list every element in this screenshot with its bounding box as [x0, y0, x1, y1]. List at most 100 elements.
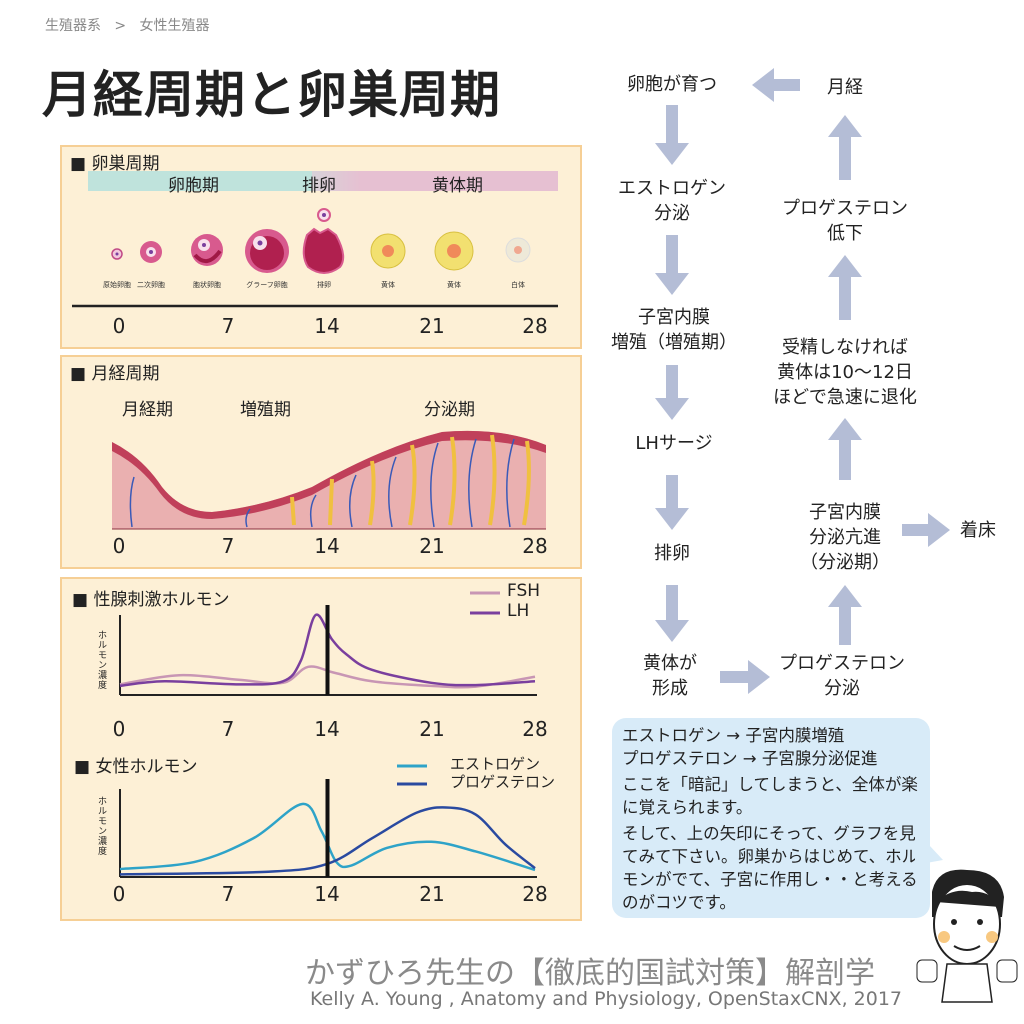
flow-arrow-icon [828, 585, 862, 645]
footer-credit: Kelly A. Young , Anatomy and Physiology,… [310, 988, 902, 1010]
menstrual-heading: ■ 月経周期 [70, 364, 160, 384]
tick-label: 14 [314, 314, 340, 338]
stage-label: 原始卵胞 [103, 281, 131, 289]
speech-bubble: エストロゲン → 子宮内膜増殖 プロゲステロン → 子宮腺分泌促進 ここを「暗記… [612, 718, 930, 918]
secondary-follicle-icon [140, 241, 162, 263]
ovarian-cycle-panel: ■ 卵巣周期 卵胞期 排卵 黄体期 原始卵胞 二次卵胞 胞状卵胞 グラーフ卵胞 … [60, 145, 582, 349]
series-line-0 [119, 802, 536, 872]
flow-menstruation: 月経 [827, 77, 863, 98]
flow-arrow-icon [655, 475, 689, 530]
tick-label: 14 [314, 534, 340, 558]
phase-secretory: 分泌期 [424, 400, 475, 420]
breadcrumb: 生殖器系 > 女性生殖器 [45, 15, 209, 35]
stage-label: 黄体 [447, 281, 461, 289]
chart1-ylabel: ホルモン濃度 [98, 631, 108, 691]
chart2-title: ■ 女性ホルモン [74, 757, 198, 777]
legend-fsh: FSH [507, 581, 541, 601]
tick-label: 0 [112, 314, 126, 338]
follicular-phase-bar [88, 171, 312, 191]
tick-label: 21 [419, 882, 445, 906]
phase-proliferative: 増殖期 [240, 400, 291, 420]
antral-follicle-icon [191, 234, 223, 266]
flow-arrow-icon [655, 235, 689, 295]
corpus-luteum-icon [370, 233, 406, 269]
phase-luteal: 黄体期 [432, 176, 483, 196]
tick-label: 0 [112, 534, 126, 558]
flow-arrow-icon [655, 105, 689, 165]
tick-label: 21 [419, 717, 445, 741]
flow-follicle-growth: 卵胞が育つ [627, 74, 717, 95]
flow-estrogen-secretion: エストロゲン 分泌 [618, 178, 726, 224]
flow-corpus-luteum-formation: 黄体が 形成 [643, 653, 697, 699]
bubble-line: エストロゲン → 子宮内膜増殖 [622, 726, 845, 745]
stage-label: 排卵 [317, 281, 331, 289]
chart2-ylabel: ホルモン濃度 [98, 797, 108, 857]
phase-follicular: 卵胞期 [168, 176, 219, 196]
bubble-paragraph: ここを「暗記」してしまうと、全体が楽に覚えられます。 [622, 775, 918, 817]
flow-arrow-icon [828, 255, 862, 320]
footer-brand: かずひろ先生の【徹底的国試対策】解剖学 [305, 956, 875, 991]
tick-label: 7 [221, 717, 235, 741]
tick-label: 28 [522, 534, 548, 558]
tick-label: 0 [112, 717, 126, 741]
phase-ovulation: 排卵 [302, 176, 336, 196]
flow-arrow-icon [655, 365, 689, 420]
stage-label: 胞状卵胞 [193, 281, 221, 289]
flow-endometrium-proliferation: 子宮内膜 増殖（増殖期） [611, 307, 737, 353]
menstrual-cycle-panel: ■ 月経周期 月経期 増殖期 分泌期 0 7 14 21 28 [60, 355, 582, 569]
flow-ovulation: 排卵 [654, 543, 690, 564]
follicle-stages-illustration [72, 208, 558, 308]
tick-label: 0 [112, 882, 126, 906]
tick-label: 21 [419, 534, 445, 558]
hormone-panel: ■ 性腺刺激ホルモン ■ 女性ホルモン FSH LH エストロゲン プロゲステロ… [60, 577, 582, 921]
flow-arrow-icon [902, 513, 950, 547]
stage-label: グラーフ卵胞 [246, 281, 288, 289]
tick-label: 7 [221, 534, 235, 558]
tick-label: 21 [419, 314, 445, 338]
breadcrumb-separator: > [114, 18, 127, 34]
tick-label: 28 [522, 314, 548, 338]
primordial-follicle-icon [111, 248, 123, 260]
ovarian-heading: ■ 卵巣周期 [70, 154, 160, 174]
breadcrumb-parent[interactable]: 生殖器系 [45, 18, 101, 34]
graafian-follicle-icon [245, 229, 289, 273]
bubble-paragraph: そして、上の矢印にそって、グラフを見てみて下さい。卵巣からはじめて、ホルモンがで… [622, 824, 919, 912]
flow-secretory-phase: 子宮内膜 分泌亢進 （分泌期） [800, 502, 890, 573]
corpus-albicans-icon [505, 237, 531, 263]
phase-menstrual: 月経期 [122, 400, 173, 420]
flow-implantation: 着床 [960, 520, 996, 541]
tick-label: 14 [314, 882, 340, 906]
flow-progesterone-decrease: プロゲステロン 低下 [782, 198, 908, 244]
stage-label: 黄体 [381, 281, 395, 289]
hormone-charts [119, 591, 537, 878]
breadcrumb-current: 女性生殖器 [139, 18, 210, 34]
legend-lh: LH [507, 601, 530, 621]
series-line-0 [119, 665, 536, 689]
flow-corpus-luteum-regression: 受精しなければ 黄体は10〜12日 ほどで急速に退化 [773, 337, 917, 408]
stage-label: 白体 [511, 281, 525, 289]
luteal-phase-bar [312, 171, 558, 191]
flow-arrow-icon [828, 115, 862, 180]
flow-arrow-icon [828, 418, 862, 480]
bubble-line: プロゲステロン → 子宮腺分泌促進 [622, 749, 878, 768]
page-title: 月経周期と卵巣周期 [42, 66, 501, 124]
bubble-tail [915, 830, 943, 865]
flow-arrows [655, 68, 950, 694]
series-line-1 [119, 806, 536, 876]
legend-progesterone: プロゲステロン [450, 773, 556, 791]
tick-label: 28 [522, 717, 548, 741]
stage-label: 二次卵胞 [137, 281, 165, 289]
corpus-luteum-icon [434, 231, 474, 271]
endometrium-illustration [112, 430, 546, 530]
flow-lh-surge: LHサージ [635, 433, 713, 454]
tick-label: 7 [221, 314, 235, 338]
tick-label: 28 [522, 882, 548, 906]
ovulation-icon [302, 208, 345, 274]
series-line-1 [119, 613, 536, 688]
flow-arrow-icon [752, 68, 800, 102]
chart1-title: ■ 性腺刺激ホルモン [72, 590, 230, 610]
flow-arrow-icon [720, 660, 770, 694]
legend-estrogen: エストロゲン [450, 755, 541, 773]
teacher-avatar [916, 869, 1018, 1003]
tick-label: 14 [314, 717, 340, 741]
